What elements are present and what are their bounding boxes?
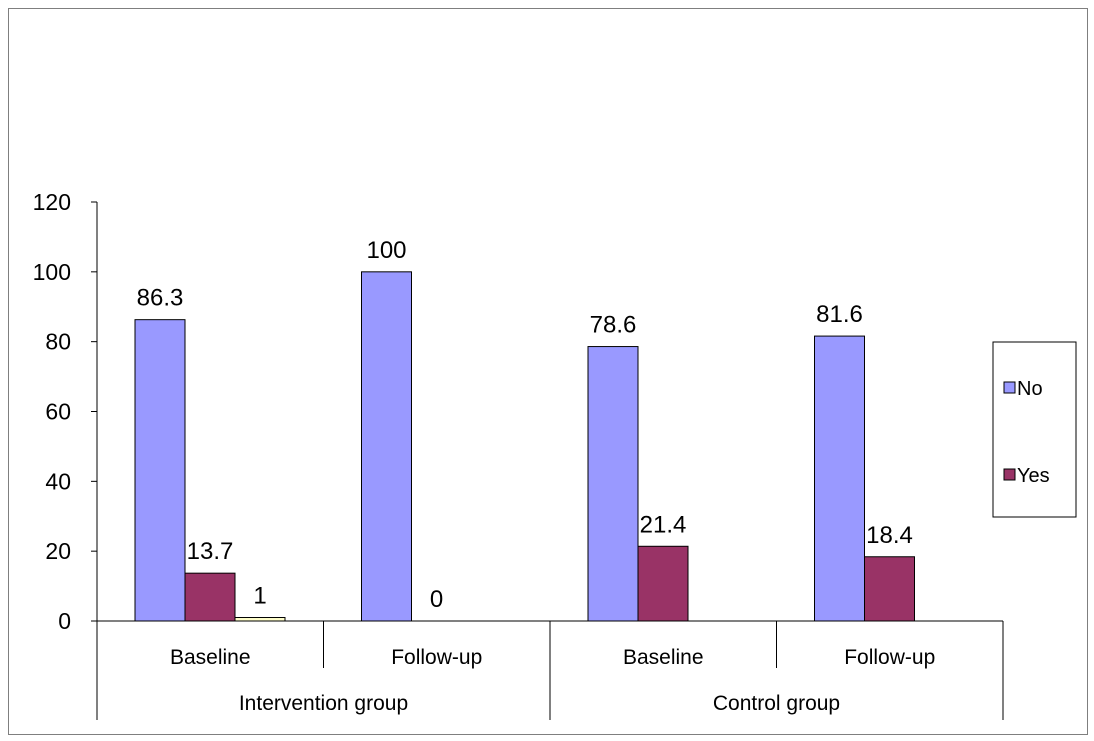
y-tick-label: 40 [45,468,71,494]
data-label: 81.6 [816,301,863,328]
category-label: Follow-up [844,646,935,669]
y-tick-label: 20 [45,538,71,564]
bar-no [814,335,865,622]
data-label: 18.4 [866,522,913,549]
group-label: Control group [713,692,840,715]
data-label: 13.7 [187,538,234,565]
bar-yes [864,556,915,622]
legend-label-yes: Yes [1017,465,1050,487]
legend-swatch-no [1003,381,1016,394]
y-tick-label: 60 [45,399,71,425]
bar-no [134,319,186,622]
y-tick-label: 100 [33,259,71,285]
bar-series3 [234,617,286,622]
data-label: 78.6 [590,312,637,339]
legend-label-no: No [1017,378,1043,400]
category-label: Baseline [623,646,704,669]
category-label: Baseline [170,646,251,669]
category-label: Follow-up [391,646,482,669]
legend-box [992,341,1077,518]
data-label: 21.4 [640,511,687,538]
y-tick-label: 80 [45,329,71,355]
data-label: 1 [253,583,266,610]
bar-yes [184,572,236,622]
y-tick-label: 120 [33,189,71,215]
legend-swatch-yes [1003,468,1016,481]
data-label: 100 [366,237,406,264]
bar-yes [637,545,689,622]
bar-no [587,346,639,622]
data-label: 0 [430,586,443,613]
group-label: Intervention group [239,692,408,715]
y-tick-label: 0 [58,608,71,634]
data-label: 86.3 [137,285,184,312]
bar-no [361,271,412,622]
